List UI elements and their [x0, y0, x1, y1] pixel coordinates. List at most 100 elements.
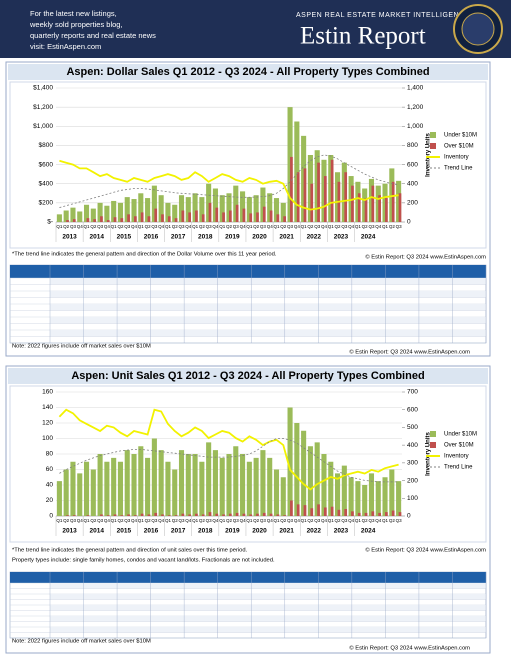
bar: [199, 461, 205, 516]
bar: [362, 485, 368, 516]
bar: [70, 207, 76, 222]
bar: [72, 515, 76, 516]
bar: [165, 461, 171, 516]
x-tick-label: Q1: [355, 224, 362, 229]
table-row-band: [50, 583, 486, 589]
x-tick-label: Q4: [348, 518, 355, 523]
chart-title: Aspen: Dollar Sales Q1 2012 - Q3 2024 - …: [66, 66, 429, 78]
bar: [341, 465, 347, 516]
bar: [167, 216, 171, 222]
x-tick-label: Q4: [77, 224, 84, 229]
x-tick-label: Q2: [389, 518, 396, 523]
bar: [154, 512, 158, 516]
x-tick-label: Q1: [382, 224, 389, 229]
x-tick-label: Q2: [389, 224, 396, 229]
x-tick-label: Q4: [267, 224, 274, 229]
note: Note: 2022 figures include off market sa…: [12, 344, 151, 350]
bar: [154, 208, 158, 222]
x-tick-label: Q2: [172, 224, 179, 229]
y-tick-label: 60: [46, 466, 54, 473]
bar: [77, 211, 83, 222]
bar: [131, 454, 137, 516]
x-tick-label: Q4: [321, 224, 328, 229]
bar: [233, 185, 239, 222]
x-tick-label: Q3: [206, 224, 213, 229]
x-tick-label: Q1: [192, 224, 199, 229]
bar: [56, 214, 62, 222]
x-tick-label: Q2: [253, 518, 260, 523]
year-label: 2015: [117, 528, 132, 535]
y-tick-label: $1,200: [33, 104, 53, 111]
x-tick-label: Q3: [396, 224, 403, 229]
promo-line: quarterly reports and real estate news: [30, 31, 156, 40]
x-tick-label: Q4: [321, 518, 328, 523]
bar: [147, 514, 151, 516]
legend-label: Under $10M: [444, 133, 477, 139]
bar: [337, 509, 341, 516]
bar: [240, 191, 246, 222]
x-tick-label: Q3: [70, 518, 77, 523]
x-tick-label: Q2: [117, 224, 124, 229]
bar: [104, 205, 110, 222]
x-tick-label: Q3: [124, 224, 131, 229]
x-tick-label: Q1: [355, 518, 362, 523]
x-tick-label: Q2: [145, 518, 152, 523]
bar: [242, 513, 246, 516]
x-tick-label: Q4: [348, 224, 355, 229]
x-tick-label: Q3: [260, 224, 267, 229]
bar: [151, 438, 157, 516]
y2-tick-label: 200: [407, 477, 418, 484]
x-tick-label: Q2: [199, 224, 206, 229]
bar: [151, 185, 157, 222]
bar: [66, 220, 69, 222]
year-label: 2023: [334, 528, 349, 535]
x-tick-label: Q2: [280, 518, 287, 523]
bar: [117, 202, 123, 222]
x-tick-label: Q1: [328, 518, 335, 523]
bar: [100, 514, 103, 516]
bar: [357, 512, 361, 516]
bar: [267, 193, 273, 222]
bar: [158, 450, 164, 516]
x-tick-label: Q3: [179, 518, 186, 523]
bar: [172, 469, 178, 516]
x-tick-label: Q2: [280, 224, 287, 229]
bar: [215, 207, 219, 222]
bar: [273, 469, 280, 516]
bar: [290, 500, 293, 516]
bar: [226, 193, 232, 222]
legend-swatch: [430, 143, 436, 149]
table-row-band: [50, 317, 486, 324]
bar: [314, 442, 320, 516]
x-tick-label: Q4: [294, 224, 301, 229]
year-label: 2013: [62, 528, 77, 535]
bar: [104, 461, 110, 516]
bar: [229, 513, 232, 516]
y2-axis-label: Inventory Units: [426, 432, 432, 476]
y-tick-label: 80: [46, 451, 54, 458]
bar: [294, 423, 300, 516]
bar: [131, 199, 137, 222]
bar: [296, 172, 300, 222]
year-label: 2021: [279, 528, 294, 535]
bar: [145, 457, 151, 516]
year-label: 2019: [225, 234, 240, 241]
y2-tick-label: 300: [407, 460, 418, 467]
bar: [385, 198, 388, 222]
x-tick-label: Q1: [111, 518, 118, 523]
promo-line: visit: EstinAspen.com: [30, 42, 101, 51]
bar: [195, 513, 198, 516]
y2-tick-label: 100: [407, 495, 418, 502]
x-tick-label: Q1: [219, 518, 226, 523]
year-label: 2020: [252, 234, 267, 241]
bar: [212, 450, 218, 516]
footnote: *The trend line indicates the general pa…: [12, 548, 248, 554]
bar: [290, 156, 293, 222]
y2-tick-label: 400: [407, 442, 418, 449]
y2-tick-label: 0: [407, 513, 411, 520]
bar: [287, 407, 293, 516]
bar: [235, 512, 239, 516]
bar: [127, 214, 130, 222]
bar: [100, 216, 103, 222]
x-tick-label: Q4: [240, 224, 247, 229]
